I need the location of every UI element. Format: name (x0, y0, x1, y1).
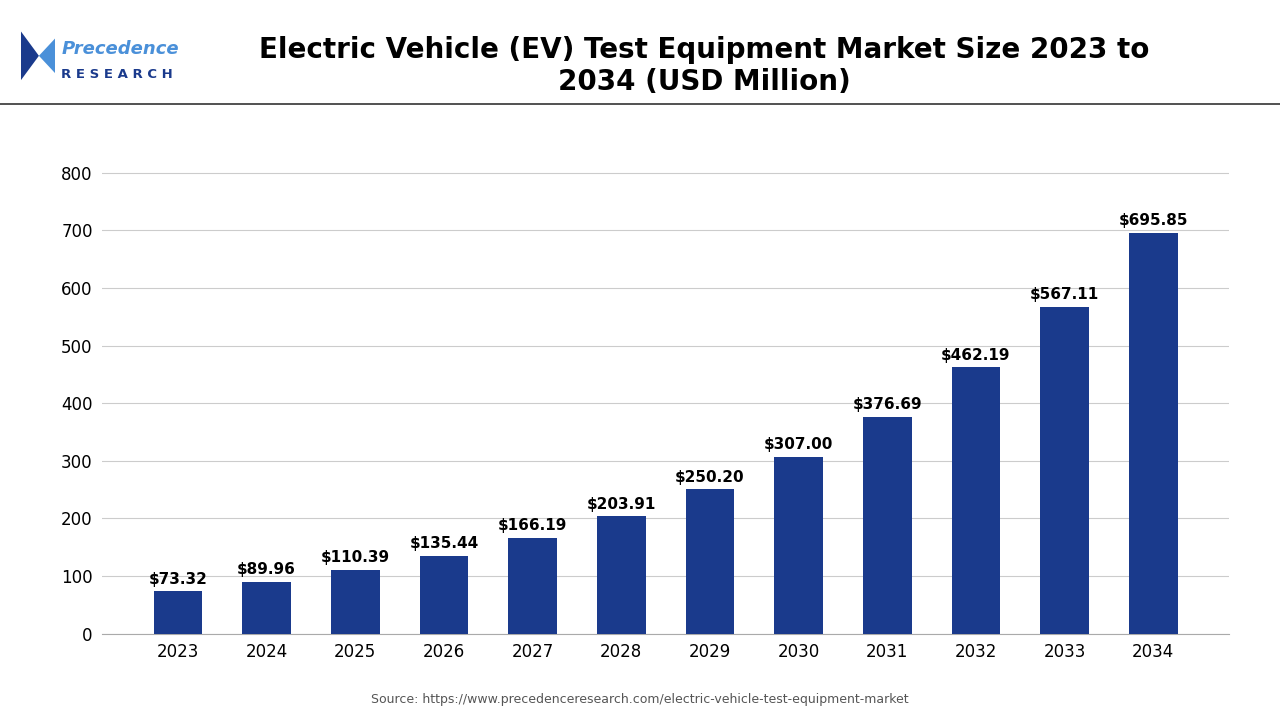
Text: $695.85: $695.85 (1119, 213, 1188, 228)
Bar (154, 591, 202, 634)
Text: $110.39: $110.39 (321, 550, 390, 565)
Bar (332, 570, 380, 634)
Bar (686, 490, 735, 634)
Polygon shape (20, 32, 38, 80)
Text: $89.96: $89.96 (237, 562, 296, 577)
Bar (863, 417, 911, 634)
Text: $135.44: $135.44 (410, 536, 479, 551)
Text: $73.32: $73.32 (148, 572, 207, 587)
Text: $250.20: $250.20 (675, 470, 745, 485)
Text: Source: https://www.precedenceresearch.com/electric-vehicle-test-equipment-marke: Source: https://www.precedenceresearch.c… (371, 693, 909, 706)
Bar (1129, 233, 1178, 634)
Text: $462.19: $462.19 (941, 348, 1011, 363)
Bar (508, 538, 557, 634)
Text: $376.69: $376.69 (852, 397, 922, 412)
Bar (242, 582, 291, 634)
Bar (420, 556, 468, 634)
Polygon shape (38, 39, 55, 73)
Text: $166.19: $166.19 (498, 518, 567, 534)
Text: $203.91: $203.91 (586, 497, 655, 511)
Bar (951, 367, 1000, 634)
Text: R E S E A R C H: R E S E A R C H (61, 68, 173, 81)
Text: $307.00: $307.00 (764, 437, 833, 452)
Text: Electric Vehicle (EV) Test Equipment Market Size 2023 to
2034 (USD Million): Electric Vehicle (EV) Test Equipment Mar… (259, 36, 1149, 96)
Bar (596, 516, 645, 634)
Bar (1041, 307, 1089, 634)
Bar (774, 456, 823, 634)
Text: Precedence: Precedence (61, 40, 179, 58)
Text: $567.11: $567.11 (1030, 287, 1100, 302)
